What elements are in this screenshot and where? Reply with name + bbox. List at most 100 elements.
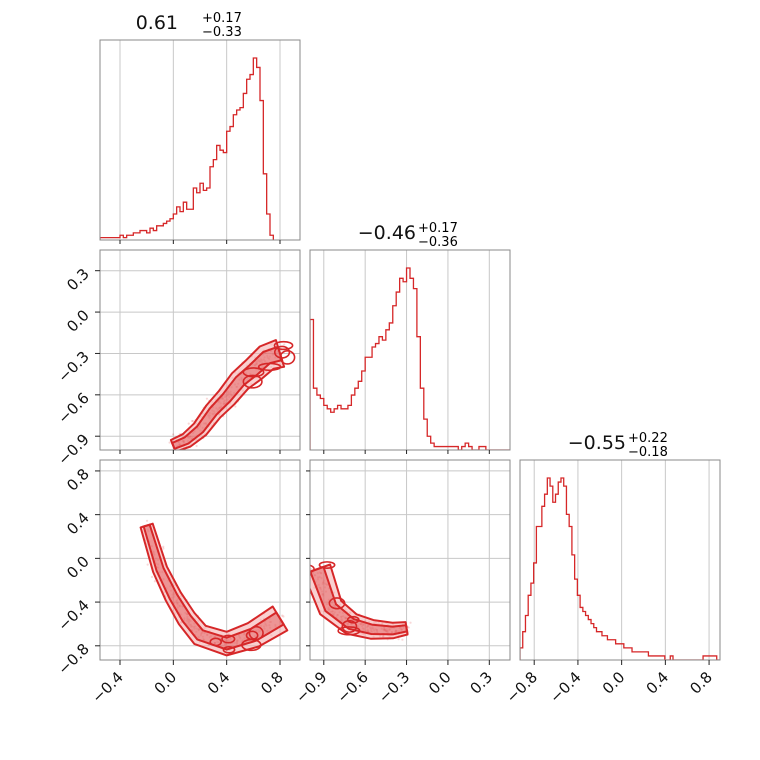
title-minus-2: −0.18 — [628, 445, 668, 460]
x-tick-label: −0.3 — [375, 668, 413, 706]
x-tick-label: 0.0 — [425, 668, 455, 698]
panels: −0.4 0.0 0.4 0.8 −0.9 −0.6 −0.3 0.0 0.3 −0.8 −0.4 0… — [54, 39, 721, 707]
title-median-2: −0.55 — [568, 432, 626, 454]
density-content — [310, 561, 412, 641]
contour-inner — [142, 523, 285, 651]
density-panel-0-2 — [99, 459, 301, 661]
density-panel-0-1 — [99, 249, 301, 455]
contour-blob — [222, 645, 236, 654]
contour-blob — [318, 561, 336, 569]
hist-panel-2 — [519, 459, 721, 661]
y-tick-label: −0.4 — [54, 596, 92, 634]
contour-blob — [248, 625, 264, 641]
sample-point — [205, 397, 209, 400]
panel-bg — [520, 460, 720, 660]
histogram-step-1 — [310, 267, 510, 450]
sample-point — [281, 614, 284, 617]
y-tick-label: −0.3 — [54, 348, 92, 386]
contour-blob — [337, 626, 361, 636]
x-tick-label: −0.8 — [503, 668, 541, 706]
density-panel-1-2 — [309, 459, 511, 661]
density-content — [139, 519, 289, 657]
title-median-0: 0.61 — [136, 12, 178, 34]
sample-point — [187, 422, 190, 425]
hist-panel-0 — [99, 39, 301, 241]
contour-inner — [171, 345, 284, 450]
contour-blob — [221, 634, 236, 644]
y-tick-label: −0.8 — [54, 640, 92, 678]
y-tick-label: 0.0 — [63, 306, 93, 336]
y-tick-label: 0.0 — [63, 552, 93, 582]
title-param-1: −0.46 +0.17 −0.36 — [358, 221, 458, 250]
y-tick-label: −0.9 — [54, 430, 92, 468]
x-tick-label: 0.0 — [151, 668, 181, 698]
x-tick-label: −0.4 — [88, 668, 126, 706]
y-axis-1: 0.3 0.0 −0.3−0.6−0.9 — [54, 265, 100, 469]
title-minus-1: −0.36 — [418, 235, 458, 250]
x-tick-label: −0.6 — [334, 668, 372, 706]
title-plus-1: +0.17 — [418, 221, 458, 236]
sample-point — [162, 545, 165, 548]
panel-frame — [309, 249, 511, 451]
sample-point — [169, 453, 171, 455]
panel-bg — [100, 40, 300, 240]
contour-blob — [273, 345, 291, 359]
panel-frame — [99, 39, 301, 241]
hist-panel-1 — [309, 249, 511, 451]
y-tick-label: 0.3 — [63, 265, 93, 295]
contour-blob — [328, 597, 346, 610]
title-plus-0: +0.17 — [202, 11, 242, 26]
sample-point — [172, 433, 175, 436]
x-axis-1: −0.9 −0.6 −0.3 0.0 0.3 — [292, 660, 496, 707]
sample-point — [282, 615, 285, 618]
contour-blob — [310, 564, 315, 574]
y-tick-label: 0.8 — [63, 465, 93, 495]
panel-frame — [99, 249, 301, 451]
title-param-0: 0.61 +0.17 −0.33 — [136, 11, 242, 40]
title-plus-2: +0.22 — [628, 431, 668, 446]
panel-frame — [99, 459, 301, 661]
title-param-2: −0.55 +0.22 −0.18 — [568, 431, 668, 460]
x-tick-label: 0.4 — [643, 668, 673, 698]
sample-point — [195, 444, 198, 448]
contour-blob — [245, 630, 259, 641]
title-minus-0: −0.33 — [202, 25, 242, 40]
histogram-step-2 — [520, 477, 720, 660]
sample-point — [397, 638, 400, 641]
sample-point — [401, 638, 404, 641]
panel-bg — [310, 250, 510, 450]
sample-point — [191, 420, 195, 423]
x-tick-label: 0.0 — [599, 668, 629, 698]
y-tick-label: −0.6 — [54, 389, 92, 427]
title-median-1: −0.46 — [358, 222, 416, 244]
x-axis-0: −0.4 0.0 0.4 0.8 — [88, 660, 287, 707]
contour-blob — [346, 615, 360, 624]
sample-point — [145, 519, 149, 522]
sample-point — [190, 419, 194, 423]
y-tick-label: 0.4 — [63, 509, 93, 539]
contour-outer — [310, 563, 409, 640]
x-tick-label: 0.8 — [257, 668, 287, 698]
contour-blob — [242, 367, 265, 378]
x-axis-2: −0.8 −0.4 0.0 0.4 0.8 — [503, 660, 716, 707]
x-tick-label: −0.4 — [546, 668, 584, 706]
panel-frame — [519, 459, 721, 661]
sample-point — [407, 626, 410, 629]
histogram-step-0 — [100, 57, 274, 240]
contour-blob — [341, 619, 358, 633]
contour-blob — [257, 362, 282, 372]
contour-inner — [310, 565, 408, 636]
sample-point — [409, 621, 412, 624]
x-tick-label: −0.9 — [292, 668, 330, 706]
sample-point — [153, 580, 156, 583]
y-axis-2: 0.8 0.4 0.0 −0.4 −0.8 — [54, 465, 100, 678]
x-tick-label: 0.8 — [686, 668, 716, 698]
density-content — [168, 339, 296, 455]
contour-blob — [273, 340, 294, 351]
contour-outer — [139, 522, 289, 657]
x-tick-label: 0.4 — [204, 668, 234, 698]
sample-point — [162, 547, 165, 550]
sample-point — [234, 405, 237, 408]
sample-point — [146, 563, 149, 566]
